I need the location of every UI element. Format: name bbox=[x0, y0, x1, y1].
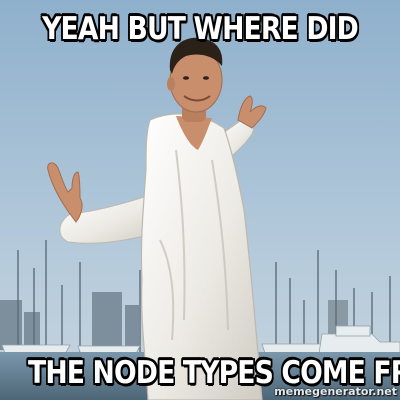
smile bbox=[183, 95, 211, 102]
eyes bbox=[183, 76, 209, 80]
shirt-folds bbox=[159, 149, 229, 341]
top-caption: YEAH BUT WHERE DID bbox=[42, 11, 359, 47]
right-hand bbox=[237, 95, 267, 129]
watermark: memegenerator.net bbox=[274, 385, 397, 398]
hair bbox=[169, 37, 223, 74]
left-hand bbox=[47, 162, 83, 223]
chest bbox=[176, 116, 212, 150]
bottom-caption: THE NODE TYPES COME FROM? bbox=[28, 355, 400, 391]
shirt bbox=[140, 113, 263, 400]
left-sleeve bbox=[59, 194, 161, 244]
ear bbox=[167, 77, 175, 91]
